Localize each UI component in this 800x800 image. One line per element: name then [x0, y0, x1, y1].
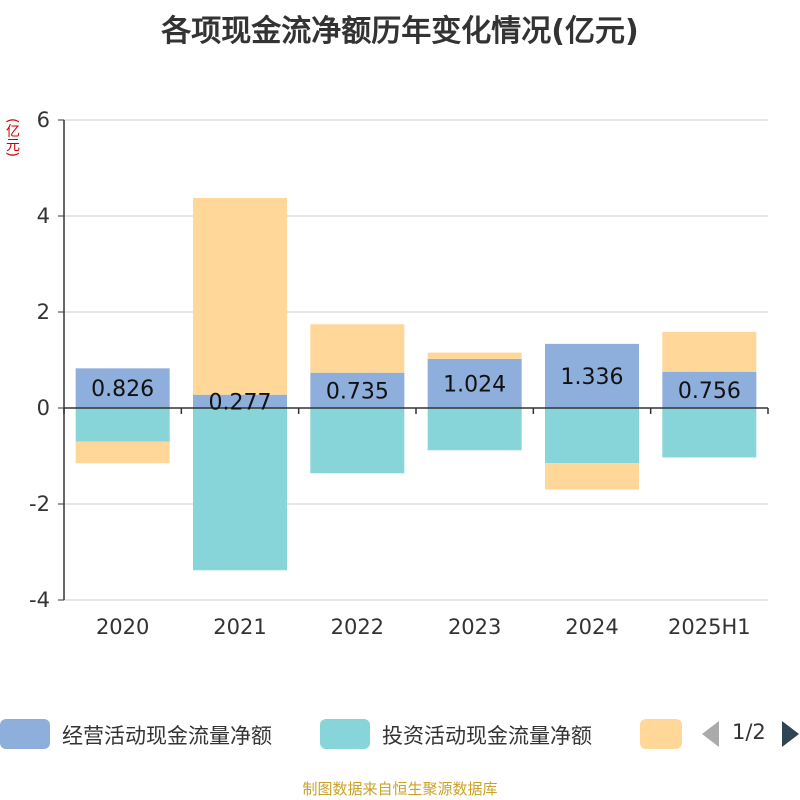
x-tick-label: 2023	[448, 615, 501, 639]
y-tick-label: 4	[37, 204, 50, 228]
y-axis-unit-label: (亿元)	[4, 118, 20, 157]
data-label-2024: 1.336	[561, 365, 624, 390]
bar-2023-series-2	[427, 352, 522, 359]
legend-page-indicator: 1/2	[732, 720, 766, 744]
data-label-2021: 0.277	[209, 390, 272, 415]
axes: -4 -2 0 2 4 6 2020 2021 2022 2023 2024 2025H1	[29, 108, 769, 639]
bar-2021-series-1	[193, 408, 287, 571]
bar-2021-series-2	[193, 197, 287, 395]
bar-2020-series-2	[75, 441, 170, 464]
bar-2025H1-series-2	[662, 331, 757, 372]
bar-2022-series-2	[310, 324, 405, 373]
legend-pager: 1/2	[700, 716, 800, 752]
x-tick-label: 2020	[96, 615, 149, 639]
data-label-2020: 0.826	[91, 377, 154, 402]
data-source-note: 制图数据来自恒生聚源数据库	[302, 780, 498, 798]
legend-swatch-operating	[0, 719, 50, 749]
y-tick-label: 6	[37, 108, 50, 132]
data-label-2025H1: 0.756	[678, 379, 741, 404]
y-tick-label: 0	[37, 396, 50, 420]
bar-2024-series-1	[545, 408, 639, 464]
bar-2024-series-2	[545, 463, 639, 490]
data-label-2022: 0.735	[326, 379, 389, 404]
data-labels: 0.826 0.277 0.735 1.024 1.336 0.756	[91, 365, 741, 415]
bar-2025H1-series-0	[662, 371, 757, 408]
legend-next-page-icon[interactable]	[782, 721, 799, 747]
legend-prev-page-icon[interactable]	[702, 721, 719, 747]
bar-2021-series-0	[193, 394, 287, 408]
legend-swatch-investing	[320, 719, 370, 749]
bar-2023-series-0	[427, 358, 522, 408]
y-tick-label: -2	[29, 492, 50, 516]
bars	[75, 197, 757, 571]
x-tick-label: 2022	[331, 615, 384, 639]
bar-2022-series-1	[310, 408, 405, 474]
legend-swatch-third	[640, 719, 682, 749]
legend-label-operating: 经营活动现金流量净额	[62, 724, 272, 748]
chart-title: 各项现金流净额历年变化情况(亿元)	[161, 14, 639, 49]
bar-2024-series-0	[545, 343, 639, 408]
y-tick-label: 2	[37, 300, 50, 324]
y-tick-label: -4	[29, 588, 50, 612]
grid-lines	[64, 119, 768, 601]
bar-2022-series-0	[310, 372, 405, 408]
bar-2023-series-1	[427, 408, 522, 451]
legend: 经营活动现金流量净额 投资活动现金流量净额	[0, 716, 800, 752]
x-tick-label: 2021	[213, 615, 266, 639]
x-tick-label: 2024	[565, 615, 618, 639]
bar-2020-series-0	[75, 368, 170, 408]
x-tick-label: 2025H1	[668, 615, 751, 639]
data-label-2023: 1.024	[443, 372, 506, 397]
bar-2025H1-series-1	[662, 408, 757, 458]
bar-chart: -4 -2 0 2 4 6 2020 2021 2022 2023 2024 2025H1 0.826…	[29, 108, 769, 639]
bar-2020-series-1	[75, 408, 170, 442]
legend-label-investing: 投资活动现金流量净额	[382, 724, 592, 748]
